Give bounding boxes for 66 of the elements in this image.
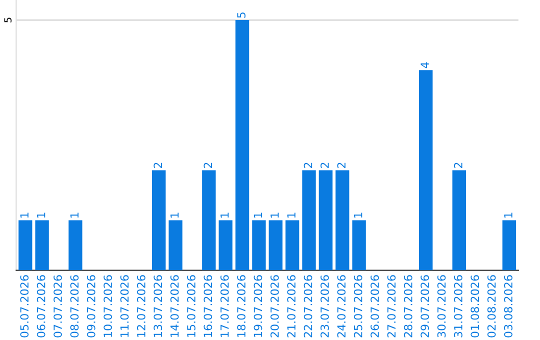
x-tick-label: 15.07.2026 bbox=[187, 275, 196, 337]
x-tick-label: 06.07.2026 bbox=[36, 275, 46, 338]
data-label: 1 bbox=[354, 212, 362, 218]
data-label: 1 bbox=[270, 212, 279, 218]
bar bbox=[235, 20, 250, 270]
x-tick-label: 24.07.2026 bbox=[337, 275, 346, 338]
data-label: 1 bbox=[220, 212, 229, 218]
bar bbox=[285, 220, 300, 270]
bar bbox=[336, 170, 350, 270]
x-tick-label: 26.07.2026 bbox=[370, 275, 379, 338]
x-tick-label: 08.07.2026 bbox=[70, 275, 79, 338]
data-label: 1 bbox=[504, 212, 512, 218]
x-tick-label: 31.07.2026 bbox=[454, 275, 462, 338]
bar bbox=[35, 220, 49, 270]
x-tick-label: 18.07.2026 bbox=[237, 275, 246, 337]
data-label: 1 bbox=[70, 212, 78, 218]
x-tick-label: 30.07.2026 bbox=[437, 275, 446, 338]
bar bbox=[168, 220, 182, 270]
data-label: 2 bbox=[304, 162, 312, 168]
bar bbox=[418, 70, 433, 270]
x-tick-label: 21.07.2026 bbox=[287, 275, 296, 338]
x-tick-label: 22.07.2026 bbox=[304, 275, 312, 338]
bar bbox=[452, 170, 466, 270]
bar bbox=[318, 170, 333, 270]
x-tick-label: 19.07.2026 bbox=[254, 275, 262, 337]
data-label: 1 bbox=[254, 212, 262, 218]
bar bbox=[352, 220, 366, 270]
x-tick-label: 29.07.2026 bbox=[420, 275, 430, 338]
x-tick-label: 05.07.2026 bbox=[20, 275, 29, 338]
x-tick-label: 25.07.2026 bbox=[354, 275, 362, 338]
data-label: 5 bbox=[237, 12, 246, 18]
x-tick-label: 16.07.2026 bbox=[204, 275, 212, 337]
x-tick-label: 10.07.2026 bbox=[104, 275, 112, 337]
x-tick-label: 07.07.2026 bbox=[54, 275, 62, 338]
x-tick-label: 11.07.2026 bbox=[120, 275, 129, 337]
data-label: 2 bbox=[454, 162, 462, 168]
data-label: 1 bbox=[20, 212, 28, 218]
x-tick-label: 28.07.2026 bbox=[404, 275, 412, 338]
x-tick-label: 20.07.2026 bbox=[270, 275, 279, 338]
x-tick-label: 14.07.2026 bbox=[170, 275, 179, 337]
bar bbox=[152, 170, 166, 270]
data-label: 2 bbox=[337, 162, 346, 168]
x-tick-label: 13.07.2026 bbox=[154, 275, 162, 337]
x-tick-label: 27.07.2026 bbox=[387, 275, 396, 338]
x-tick-label: 17.07.2026 bbox=[220, 275, 229, 337]
bar bbox=[18, 220, 32, 270]
data-label: 1 bbox=[37, 212, 46, 218]
bar bbox=[218, 220, 232, 270]
data-label: 1 bbox=[170, 212, 179, 218]
bar bbox=[68, 220, 82, 270]
bar bbox=[302, 170, 316, 270]
x-tick-label: 23.07.2026 bbox=[320, 275, 329, 338]
data-label: 1 bbox=[287, 212, 296, 218]
bar bbox=[202, 170, 216, 270]
x-tick-label: 09.07.2026 bbox=[86, 275, 96, 338]
x-tick-label: 02.08.2026 bbox=[487, 275, 496, 338]
data-label: 2 bbox=[204, 162, 212, 168]
bar bbox=[252, 220, 266, 270]
bar bbox=[268, 220, 282, 270]
x-tick-label: 12.07.2026 bbox=[136, 275, 146, 337]
data-label: 4 bbox=[420, 62, 429, 68]
data-label: 2 bbox=[320, 162, 329, 168]
x-tick-label: 01.08.2026 bbox=[470, 275, 480, 338]
data-label: 2 bbox=[154, 162, 162, 168]
x-tick-label: 03.08.2026 bbox=[504, 275, 512, 338]
bar bbox=[502, 220, 516, 270]
